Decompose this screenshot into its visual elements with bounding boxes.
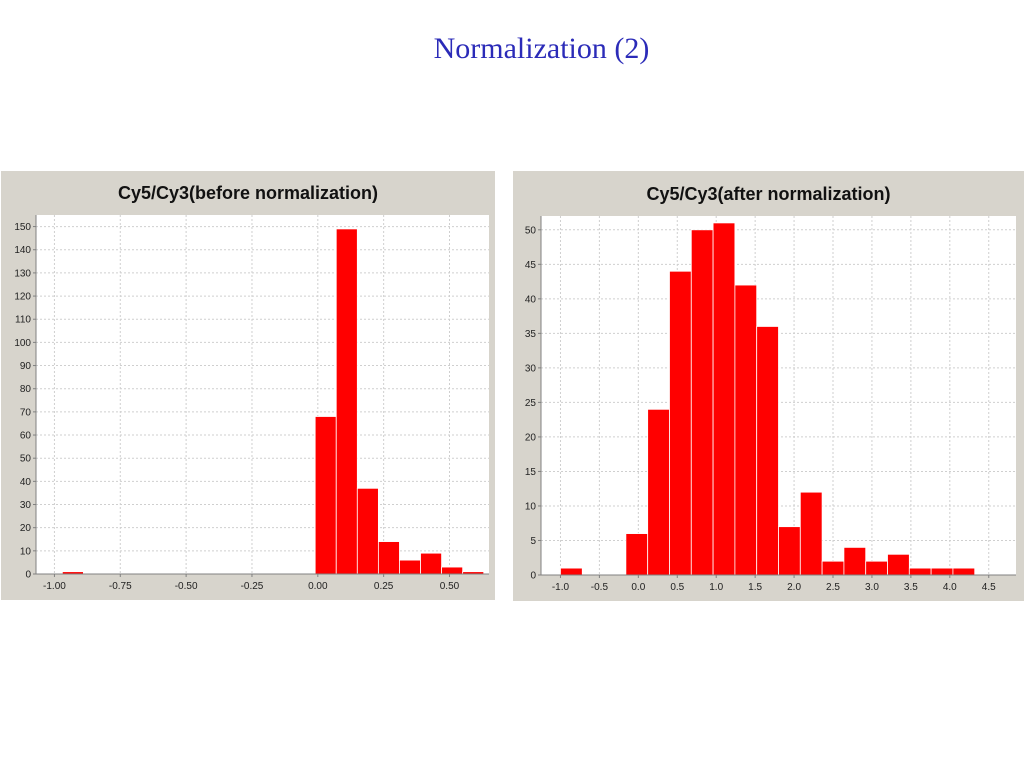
y-tick-label: 40 bbox=[525, 294, 537, 305]
histogram-bar bbox=[930, 567, 954, 576]
histogram-bar bbox=[734, 284, 758, 576]
histogram-bar bbox=[821, 560, 845, 576]
histogram-bar bbox=[799, 491, 823, 576]
histogram-bar bbox=[441, 566, 464, 575]
y-tick-label: 0 bbox=[25, 570, 31, 581]
histogram-bar bbox=[335, 228, 358, 575]
histogram-bar bbox=[314, 416, 337, 575]
histogram-bar bbox=[908, 567, 932, 576]
x-tick-label: 4.5 bbox=[982, 582, 996, 593]
y-tick-label: 40 bbox=[20, 477, 32, 488]
y-tick-label: 120 bbox=[14, 292, 31, 303]
histogram-bar bbox=[356, 487, 379, 575]
histogram-bar bbox=[560, 567, 583, 576]
y-tick-label: 90 bbox=[20, 361, 32, 372]
x-tick-label: 0.0 bbox=[631, 582, 645, 593]
histogram-bar bbox=[756, 326, 779, 576]
histogram-bar bbox=[690, 229, 714, 576]
y-tick-label: 110 bbox=[15, 315, 31, 326]
x-tick-label: 0.50 bbox=[440, 581, 460, 592]
x-tick-label: 0.00 bbox=[308, 581, 328, 592]
y-tick-label: 5 bbox=[530, 536, 536, 547]
x-tick-label: 0.25 bbox=[374, 581, 394, 592]
y-tick-label: 130 bbox=[14, 268, 31, 279]
y-tick-label: 30 bbox=[20, 500, 32, 511]
plot-area bbox=[36, 215, 489, 574]
x-tick-label: -1.0 bbox=[552, 582, 570, 593]
chart-title-after: Cy5/Cy3(after normalization) bbox=[646, 184, 891, 204]
x-tick-label: 3.0 bbox=[865, 582, 879, 593]
y-tick-label: 50 bbox=[20, 454, 32, 465]
y-tick-label: 35 bbox=[525, 329, 537, 340]
x-tick-label: -0.5 bbox=[591, 582, 609, 593]
histogram-bar bbox=[712, 222, 736, 576]
histogram-bar bbox=[399, 559, 421, 575]
y-tick-label: 20 bbox=[20, 523, 32, 534]
histogram-bar bbox=[647, 408, 670, 576]
y-tick-label: 100 bbox=[14, 338, 31, 349]
histogram-bar bbox=[952, 567, 976, 576]
y-tick-label: 60 bbox=[20, 431, 32, 442]
y-tick-label: 50 bbox=[525, 225, 537, 236]
histogram-bar bbox=[625, 533, 649, 576]
x-tick-label: -0.75 bbox=[109, 581, 132, 592]
y-tick-label: 150 bbox=[14, 222, 31, 233]
y-tick-label: 0 bbox=[530, 571, 536, 582]
y-tick-label: 20 bbox=[525, 432, 537, 443]
histogram-bar bbox=[669, 270, 692, 576]
histogram-bar bbox=[778, 526, 801, 576]
y-tick-label: 70 bbox=[20, 407, 32, 418]
x-tick-label: 3.5 bbox=[904, 582, 918, 593]
x-tick-label: 1.5 bbox=[748, 582, 762, 593]
x-tick-label: -1.00 bbox=[43, 581, 66, 592]
y-tick-label: 80 bbox=[20, 384, 32, 395]
histogram-bar bbox=[865, 560, 888, 576]
histogram-before-normalization: 0 10 20 30 40 50 60 70 80 90 100 110 120 130 140 150 -1.… bbox=[14, 215, 489, 592]
chart-title-before: Cy5/Cy3(before normalization) bbox=[117, 183, 379, 203]
x-tick-label: 2.5 bbox=[826, 582, 840, 593]
y-tick-label: 25 bbox=[525, 398, 537, 409]
slide-title: Normalization (2) bbox=[433, 32, 650, 65]
y-tick-label: 15 bbox=[525, 467, 537, 478]
y-tick-label: 140 bbox=[14, 245, 31, 256]
histogram-bar bbox=[420, 552, 442, 575]
histogram-after-normalization: 0 5 10 15 20 25 30 35 40 45 50 -1.0 -0.5 0.0 0.5 1.0 1.5… bbox=[525, 216, 1016, 593]
y-tick-label: 45 bbox=[525, 260, 537, 271]
y-tick-label: 10 bbox=[525, 501, 537, 512]
x-tick-label: -0.25 bbox=[241, 581, 264, 592]
x-tick-label: 4.0 bbox=[943, 582, 957, 593]
chart-panel-before: Cy5/Cy3(before normalization) 0 10 20 30 40 5… bbox=[1, 171, 495, 600]
chart-panel-after: Cy5/Cy3(after normalization) 0 5 10 15 20 25 3… bbox=[513, 171, 1024, 601]
x-tick-label: 1.0 bbox=[709, 582, 723, 593]
x-tick-label: 0.5 bbox=[670, 582, 684, 593]
histogram-bar bbox=[843, 546, 867, 576]
y-tick-label: 30 bbox=[525, 363, 537, 374]
histogram-bar bbox=[887, 553, 910, 576]
histogram-bar bbox=[377, 541, 400, 575]
x-tick-label: -0.50 bbox=[175, 581, 198, 592]
y-tick-label: 10 bbox=[20, 546, 32, 557]
x-tick-label: 2.0 bbox=[787, 582, 801, 593]
